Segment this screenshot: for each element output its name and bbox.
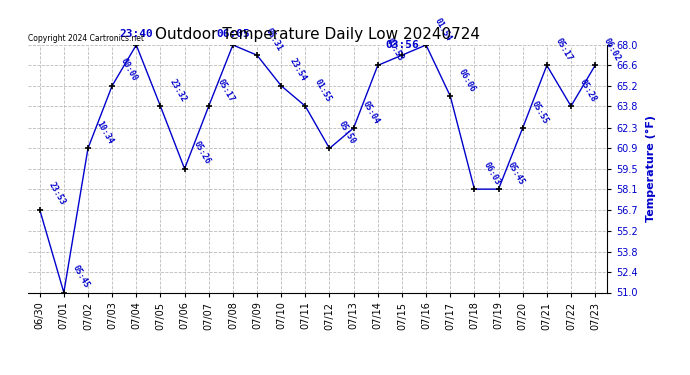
Text: 01:53: 01:53	[385, 36, 405, 63]
Text: Copyright 2024 Cartronics.net: Copyright 2024 Cartronics.net	[28, 33, 144, 42]
Text: 23:53: 23:53	[47, 181, 67, 207]
Text: 05:17: 05:17	[554, 36, 574, 63]
Text: 05:04: 05:04	[361, 99, 381, 125]
Text: 05:17: 05:17	[216, 77, 236, 104]
Text: 05:45: 05:45	[71, 264, 91, 290]
Text: 05:28: 05:28	[578, 77, 598, 104]
Text: 03:56: 03:56	[385, 40, 419, 50]
Text: 06:06: 06:06	[457, 67, 477, 93]
Text: 01:55: 01:55	[313, 77, 333, 104]
Text: 23:40: 23:40	[119, 30, 153, 39]
Text: 06:05: 06:05	[216, 30, 250, 39]
Text: 06:02: 06:02	[602, 36, 622, 63]
Text: 10:34: 10:34	[95, 120, 115, 146]
Text: 05:55: 05:55	[530, 99, 550, 125]
Text: 05:50: 05:50	[337, 120, 357, 146]
Text: 05:26: 05:26	[192, 140, 212, 166]
Text: 01:54: 01:54	[433, 16, 453, 42]
Title: Outdoor Temperature Daily Low 20240724: Outdoor Temperature Daily Low 20240724	[155, 27, 480, 42]
Y-axis label: Temperature (°F): Temperature (°F)	[647, 115, 656, 222]
Text: 23:54: 23:54	[288, 57, 308, 83]
Text: 05:45: 05:45	[506, 160, 526, 186]
Text: 23:32: 23:32	[168, 77, 188, 104]
Text: 06:03: 06:03	[482, 160, 502, 186]
Text: 00:00: 00:00	[119, 57, 139, 83]
Text: 05:31: 05:31	[264, 26, 284, 53]
